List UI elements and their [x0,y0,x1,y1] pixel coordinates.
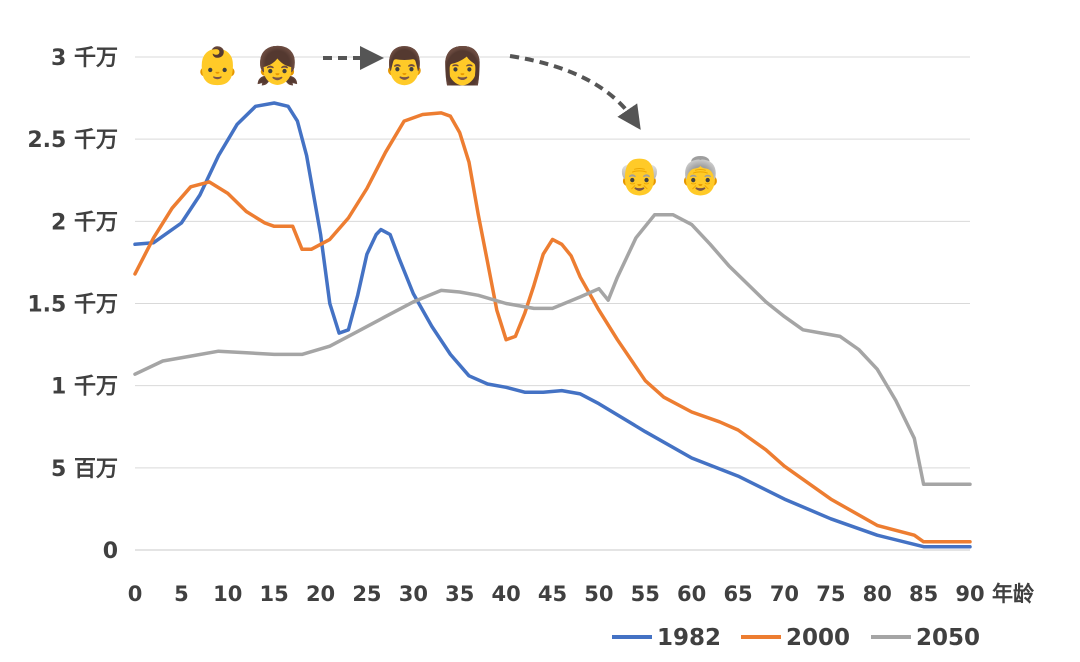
baby-emoji-icon: 👶 [195,45,240,87]
series-line-1982 [133,101,972,549]
x-tick-label: 10 [213,582,242,606]
grid-lines [135,56,970,551]
y-tick-label: 2 千万 [51,210,118,235]
y-tick-label: 2.5 千万 [27,128,118,153]
x-axis-label: 年龄 [992,582,1035,606]
old-man-emoji-icon: 👴 [617,156,662,197]
x-tick-label: 85 [909,582,938,606]
x-tick-label: 50 [584,582,613,606]
y-tick-label: 0 [103,539,118,564]
x-tick-label: 35 [445,582,474,606]
x-tick-label: 20 [306,582,335,606]
x-tick-label: 45 [538,582,567,606]
arrow-adult-to-old-icon [509,54,641,130]
x-tick-label: 5 [174,582,189,606]
age-annotations: 👶 👧 👨 👩 👴 👵 [195,45,723,197]
x-tick-label: 90 [955,582,984,606]
y-tick-label: 1 千万 [51,375,118,400]
x-tick-label: 15 [260,582,289,606]
series-line-2050 [133,213,972,487]
x-tick-label: 25 [352,582,381,606]
y-axis-ticks: 0 5 百万 1 千万 1.5 千万 2 千万 2.5 千万 3 千万 [27,46,118,564]
legend: 1982 2000 2050 [612,625,980,651]
series-lines [133,101,972,549]
x-tick-label: 65 [723,582,752,606]
old-woman-emoji-icon: 👵 [678,155,723,197]
x-tick-label: 80 [863,582,892,606]
woman-emoji-icon: 👩 [440,45,485,87]
y-tick-label: 1.5 千万 [27,293,118,318]
x-tick-label: 75 [816,582,845,606]
girl-emoji-icon: 👧 [255,45,300,87]
x-tick-label: 70 [770,582,799,606]
legend-label-2000: 2000 [786,625,850,651]
man-emoji-icon: 👨 [382,45,427,87]
legend-label-2050: 2050 [916,625,980,651]
y-tick-label: 5 百万 [51,457,118,482]
x-tick-label: 0 [128,582,143,606]
x-tick-label: 40 [491,582,520,606]
x-tick-label: 55 [631,582,660,606]
x-tick-label: 30 [399,582,428,606]
series-line-2000 [133,111,972,544]
x-axis-ticks: 0 5 10 15 20 25 30 35 40 45 50 55 60 65 70 75 80 85 90 [128,582,985,606]
y-tick-label: 3 千万 [51,46,118,71]
x-tick-label: 60 [677,582,706,606]
legend-label-1982: 1982 [657,625,721,651]
